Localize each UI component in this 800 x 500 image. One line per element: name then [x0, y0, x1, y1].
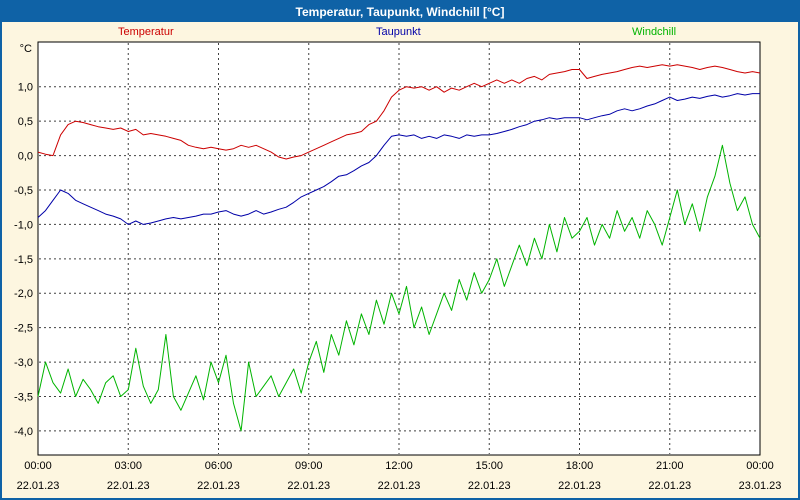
y-tick-label: -0,5 [14, 185, 33, 197]
x-tick-date-label: 22.01.23 [287, 480, 330, 492]
y-tick-label: -2,0 [14, 288, 33, 300]
x-tick-date-label: 22.01.23 [17, 480, 60, 492]
x-tick-date-label: 23.01.23 [739, 480, 782, 492]
legend-windchill: Windchill [632, 26, 677, 38]
x-tick-time-label: 00:00 [24, 460, 52, 472]
y-tick-label: -4,0 [14, 426, 33, 438]
series-temperatur-line [37, 64, 761, 160]
x-tick-time-label: 21:00 [656, 460, 684, 472]
y-tick-label: -3,5 [14, 391, 33, 403]
x-tick-date-label: 22.01.23 [378, 480, 421, 492]
x-tick-time-label: 06:00 [205, 460, 233, 472]
x-tick-time-label: 00:00 [746, 460, 774, 472]
x-tick-date-label: 22.01.23 [107, 480, 150, 492]
chart-title: Temperatur, Taupunkt, Windchill [°C] [295, 5, 505, 19]
y-axis-unit-label: °C [20, 43, 32, 55]
series-windchill-line [37, 144, 761, 432]
y-tick-label: 1,0 [18, 82, 33, 94]
x-tick-date-label: 22.01.23 [197, 480, 240, 492]
series-taupunkt-line [37, 93, 760, 225]
y-tick-label: -2,5 [14, 323, 33, 335]
x-tick-time-label: 03:00 [114, 460, 142, 472]
x-tick-date-label: 22.01.23 [468, 480, 511, 492]
x-tick-date-label: 22.01.23 [558, 480, 601, 492]
y-tick-label: -1,5 [14, 254, 33, 266]
chart-canvas: °C 1,0 0,5 0,0 -0,5 -1,0 -1,5 -2,0 -2,5 -3,0 -3,5 -… [14, 41, 782, 492]
x-tick-time-label: 18:00 [566, 460, 594, 472]
chart-area: °C 1,0 0,5 0,0 -0,5 -1,0 -1,5 -2,0 -2,5 -3,0 -3,5 -… [2, 22, 798, 498]
y-tick-label: 0,5 [18, 116, 33, 128]
x-tick-time-label: 12:00 [385, 460, 413, 472]
y-tick-label: -3,0 [14, 357, 33, 369]
legend-taupunkt: Taupunkt [376, 26, 421, 38]
y-tick-label: -1,0 [14, 219, 33, 231]
legend-temperatur: Temperatur [118, 26, 174, 38]
y-tick-label: 0,0 [18, 151, 33, 163]
window-titlebar: Temperatur, Taupunkt, Windchill [°C] [2, 2, 798, 22]
x-tick-time-label: 15:00 [475, 460, 503, 472]
x-tick-time-label: 09:00 [295, 460, 323, 472]
x-tick-date-label: 22.01.23 [648, 480, 691, 492]
